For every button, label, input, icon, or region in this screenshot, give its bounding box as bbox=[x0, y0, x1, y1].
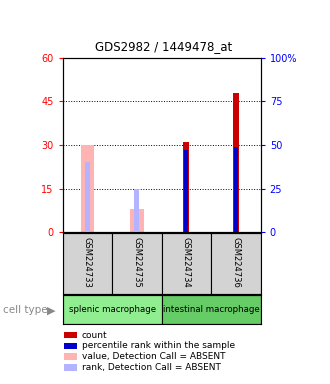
Text: GSM224733: GSM224733 bbox=[83, 237, 92, 288]
Bar bbox=[211, 233, 261, 294]
Bar bbox=[64, 332, 77, 339]
Bar bbox=[183, 142, 189, 232]
Bar bbox=[64, 364, 77, 371]
Text: percentile rank within the sample: percentile rank within the sample bbox=[82, 341, 235, 351]
Text: GSM224734: GSM224734 bbox=[182, 237, 191, 288]
Bar bbox=[162, 295, 261, 324]
Text: GSM224735: GSM224735 bbox=[132, 237, 142, 288]
Text: GSM224736: GSM224736 bbox=[231, 237, 241, 288]
Text: value, Detection Call = ABSENT: value, Detection Call = ABSENT bbox=[82, 352, 225, 361]
Text: splenic macrophage: splenic macrophage bbox=[69, 305, 156, 314]
Bar bbox=[234, 147, 238, 232]
Bar bbox=[81, 145, 94, 232]
Text: intestinal macrophage: intestinal macrophage bbox=[163, 305, 260, 314]
Text: rank, Detection Call = ABSENT: rank, Detection Call = ABSENT bbox=[82, 363, 221, 372]
Text: GDS2982 / 1449478_at: GDS2982 / 1449478_at bbox=[95, 40, 232, 53]
Bar bbox=[112, 233, 162, 294]
Bar bbox=[85, 162, 90, 232]
Bar bbox=[135, 189, 140, 232]
Bar bbox=[63, 295, 162, 324]
Bar bbox=[64, 353, 77, 360]
Bar bbox=[63, 233, 112, 294]
Bar bbox=[184, 150, 188, 232]
Bar bbox=[130, 209, 144, 232]
Bar bbox=[162, 233, 211, 294]
Text: cell type: cell type bbox=[3, 305, 48, 315]
Bar bbox=[233, 93, 239, 232]
Bar bbox=[64, 343, 77, 349]
Text: ▶: ▶ bbox=[47, 305, 55, 315]
Text: count: count bbox=[82, 331, 108, 340]
